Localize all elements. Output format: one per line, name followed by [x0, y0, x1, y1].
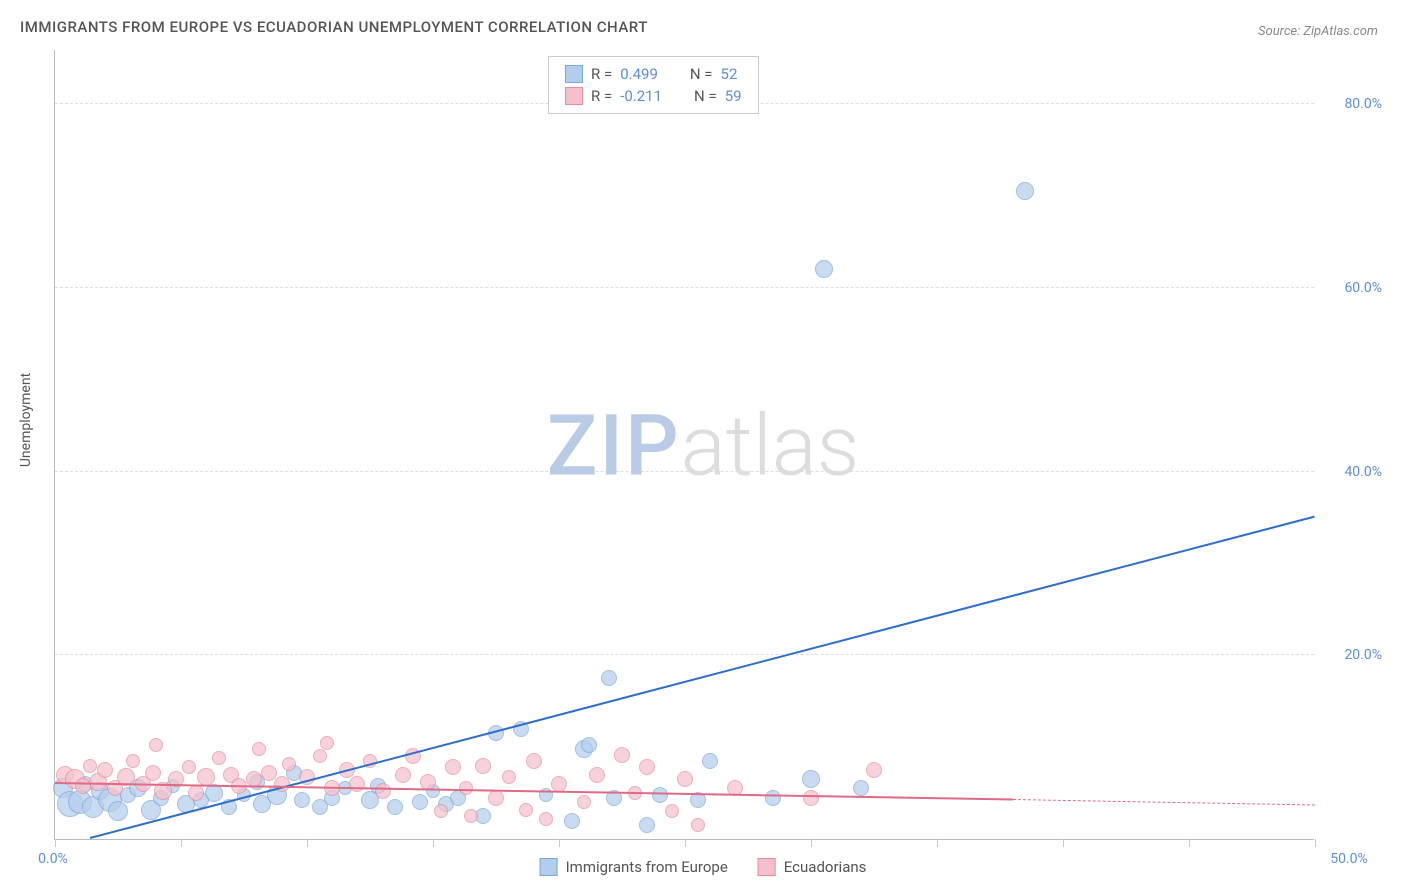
x-tick	[1315, 839, 1316, 847]
data-point	[614, 747, 630, 763]
data-point	[581, 737, 597, 753]
legend-r-label: R =	[591, 65, 612, 83]
x-tick	[1189, 839, 1190, 847]
data-point	[815, 260, 833, 278]
data-point	[313, 749, 327, 763]
data-point	[252, 742, 266, 756]
data-point	[475, 758, 491, 774]
legend-row: R = 0.499 N = 52	[565, 63, 742, 85]
gridline-h	[55, 471, 1314, 472]
data-point	[702, 753, 718, 769]
data-point	[434, 804, 448, 818]
x-tick	[811, 839, 812, 847]
y-tick-label: 80.0%	[1344, 96, 1382, 112]
data-point	[589, 767, 605, 783]
x-tick-label-max: 50.0%	[1330, 851, 1368, 867]
trend-line	[90, 516, 1316, 839]
data-point	[108, 801, 128, 821]
data-point	[83, 759, 97, 773]
x-tick	[1063, 839, 1064, 847]
data-point	[765, 790, 781, 806]
legend-swatch	[565, 65, 583, 83]
legend-r-value: 0.499	[620, 65, 658, 83]
data-point	[182, 760, 196, 774]
data-point	[802, 770, 820, 788]
legend-row: R = -0.211 N = 59	[565, 85, 742, 107]
data-point	[677, 771, 693, 787]
legend-item: Immigrants from Europe	[540, 858, 728, 876]
data-point	[126, 754, 140, 768]
x-tick	[55, 839, 56, 847]
data-point	[282, 757, 296, 771]
data-point	[97, 762, 113, 778]
legend-swatch	[758, 858, 776, 876]
y-tick-label: 20.0%	[1344, 647, 1382, 663]
data-point	[375, 783, 391, 799]
data-point	[445, 759, 461, 775]
y-tick-label: 40.0%	[1344, 464, 1382, 480]
data-point	[145, 765, 161, 781]
data-point	[1016, 182, 1034, 200]
data-point	[502, 770, 516, 784]
data-point	[539, 812, 553, 826]
x-tick	[181, 839, 182, 847]
data-point	[639, 817, 655, 833]
x-tick	[307, 839, 308, 847]
legend-n-value: 59	[725, 87, 742, 105]
data-point	[639, 759, 655, 775]
y-axis-title: Unemployment	[18, 373, 34, 467]
data-point	[601, 670, 617, 686]
series-legend: Immigrants from Europe Ecuadorians	[540, 858, 867, 876]
data-point	[387, 799, 403, 815]
data-point	[526, 753, 542, 769]
data-point	[488, 790, 504, 806]
data-point	[464, 809, 478, 823]
data-point	[294, 792, 310, 808]
trend-line-dashed	[1013, 799, 1315, 806]
legend-label: Ecuadorians	[784, 858, 867, 876]
data-point	[212, 751, 226, 765]
legend-n-label: N =	[690, 65, 713, 83]
legend-label: Immigrants from Europe	[566, 858, 728, 876]
data-point	[665, 804, 679, 818]
chart-title: IMMIGRANTS FROM EUROPE VS ECUADORIAN UNE…	[20, 18, 648, 36]
data-point	[519, 803, 533, 817]
x-tick	[937, 839, 938, 847]
gridline-h	[55, 654, 1314, 655]
legend-r-label: R =	[591, 87, 612, 105]
data-point	[320, 736, 334, 750]
data-point	[197, 768, 215, 786]
x-tick-label-min: 0.0%	[38, 851, 68, 867]
legend-n-value: 52	[721, 65, 738, 83]
data-point	[349, 776, 365, 792]
plot-area: 20.0%40.0%60.0%80.0%0.0%50.0%	[54, 50, 1314, 840]
y-tick-label: 60.0%	[1344, 280, 1382, 296]
data-point	[564, 813, 580, 829]
correlation-legend: R =0.499N =52R =-0.211N =59	[548, 56, 759, 114]
data-point	[803, 790, 819, 806]
data-point	[577, 795, 591, 809]
data-point	[853, 780, 869, 796]
legend-n-label: N =	[694, 87, 717, 105]
x-tick	[685, 839, 686, 847]
data-point	[691, 818, 705, 832]
source-label: Source: ZipAtlas.com	[1258, 24, 1378, 39]
x-tick	[433, 839, 434, 847]
data-point	[652, 787, 668, 803]
legend-r-value: -0.211	[620, 87, 662, 105]
data-point	[866, 762, 882, 778]
legend-item: Ecuadorians	[758, 858, 867, 876]
data-point	[412, 794, 428, 810]
data-point	[395, 767, 411, 783]
data-point	[188, 785, 204, 801]
x-tick	[559, 839, 560, 847]
legend-swatch	[540, 858, 558, 876]
legend-swatch	[565, 87, 583, 105]
gridline-h	[55, 287, 1314, 288]
data-point	[551, 776, 567, 792]
data-point	[149, 738, 163, 752]
